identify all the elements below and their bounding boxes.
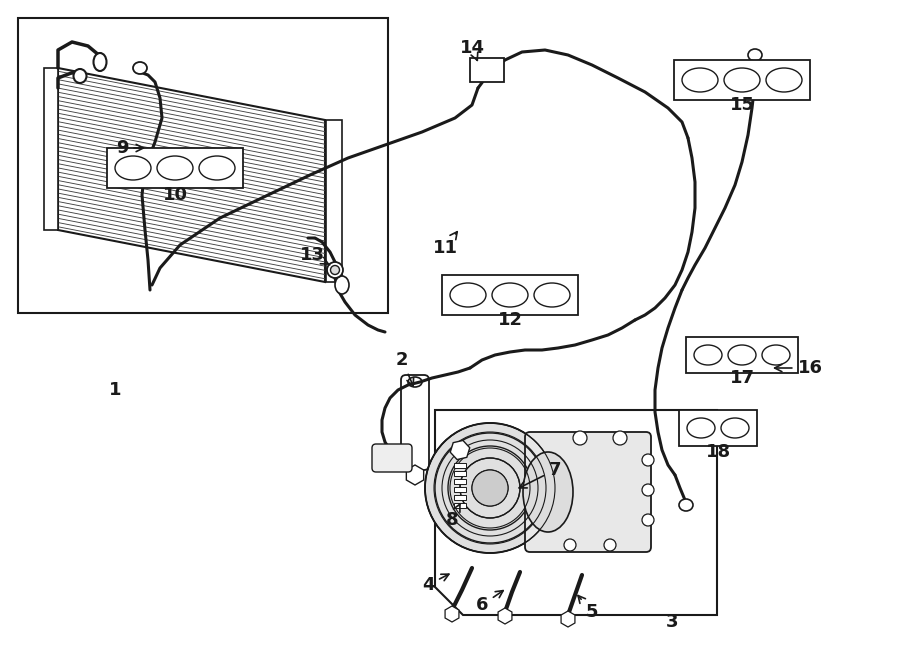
Text: 17: 17 — [730, 369, 754, 387]
Ellipse shape — [335, 276, 349, 294]
Ellipse shape — [642, 484, 654, 496]
Ellipse shape — [766, 68, 802, 92]
Ellipse shape — [133, 62, 147, 74]
FancyBboxPatch shape — [470, 58, 504, 82]
Bar — [454, 495, 466, 500]
Bar — [454, 503, 466, 508]
Text: 9: 9 — [116, 139, 143, 157]
Ellipse shape — [604, 539, 616, 551]
Ellipse shape — [408, 377, 422, 387]
Bar — [44, 68, 58, 230]
Text: 6: 6 — [476, 591, 503, 614]
Text: 14: 14 — [460, 39, 484, 60]
Bar — [674, 60, 810, 100]
Ellipse shape — [199, 156, 235, 180]
Text: 18: 18 — [706, 443, 731, 461]
Ellipse shape — [682, 68, 718, 92]
Ellipse shape — [157, 156, 193, 180]
Ellipse shape — [472, 470, 508, 506]
Ellipse shape — [762, 345, 790, 365]
Ellipse shape — [564, 539, 576, 551]
Ellipse shape — [523, 452, 573, 532]
Ellipse shape — [450, 283, 486, 307]
Text: 11: 11 — [433, 232, 457, 257]
Bar — [454, 479, 466, 484]
Text: 10: 10 — [163, 186, 187, 204]
Bar — [107, 148, 243, 188]
Ellipse shape — [115, 156, 151, 180]
Ellipse shape — [573, 431, 587, 445]
Text: 16: 16 — [775, 359, 823, 377]
Polygon shape — [58, 68, 325, 282]
Bar — [18, 18, 388, 313]
Text: 13: 13 — [300, 246, 329, 265]
Ellipse shape — [373, 446, 411, 471]
Ellipse shape — [721, 418, 749, 438]
Ellipse shape — [534, 283, 570, 307]
Ellipse shape — [642, 514, 654, 526]
Text: 1: 1 — [109, 381, 122, 399]
Bar — [454, 471, 466, 476]
Text: 8: 8 — [446, 504, 460, 529]
Ellipse shape — [94, 53, 106, 71]
FancyBboxPatch shape — [525, 432, 651, 552]
Ellipse shape — [687, 418, 715, 438]
Polygon shape — [435, 410, 717, 615]
FancyBboxPatch shape — [401, 375, 429, 470]
Text: 4: 4 — [422, 574, 449, 594]
Bar — [679, 410, 757, 446]
Ellipse shape — [327, 262, 343, 278]
Ellipse shape — [724, 68, 760, 92]
Ellipse shape — [748, 49, 762, 61]
Text: 3: 3 — [666, 613, 679, 631]
Bar — [454, 463, 466, 468]
Bar — [442, 275, 578, 315]
Ellipse shape — [679, 499, 693, 511]
Ellipse shape — [74, 69, 86, 83]
FancyBboxPatch shape — [372, 444, 412, 472]
Ellipse shape — [425, 423, 555, 553]
Ellipse shape — [613, 431, 627, 445]
Bar — [686, 337, 798, 373]
Ellipse shape — [330, 265, 339, 275]
Ellipse shape — [728, 345, 756, 365]
Text: 15: 15 — [730, 96, 754, 114]
Ellipse shape — [492, 283, 528, 307]
Text: 2: 2 — [396, 351, 414, 386]
Ellipse shape — [642, 454, 654, 466]
Bar — [454, 487, 466, 492]
Text: 12: 12 — [498, 311, 523, 329]
Text: 7: 7 — [519, 461, 562, 488]
Ellipse shape — [694, 345, 722, 365]
Text: 5: 5 — [578, 596, 599, 621]
Bar — [326, 120, 342, 282]
